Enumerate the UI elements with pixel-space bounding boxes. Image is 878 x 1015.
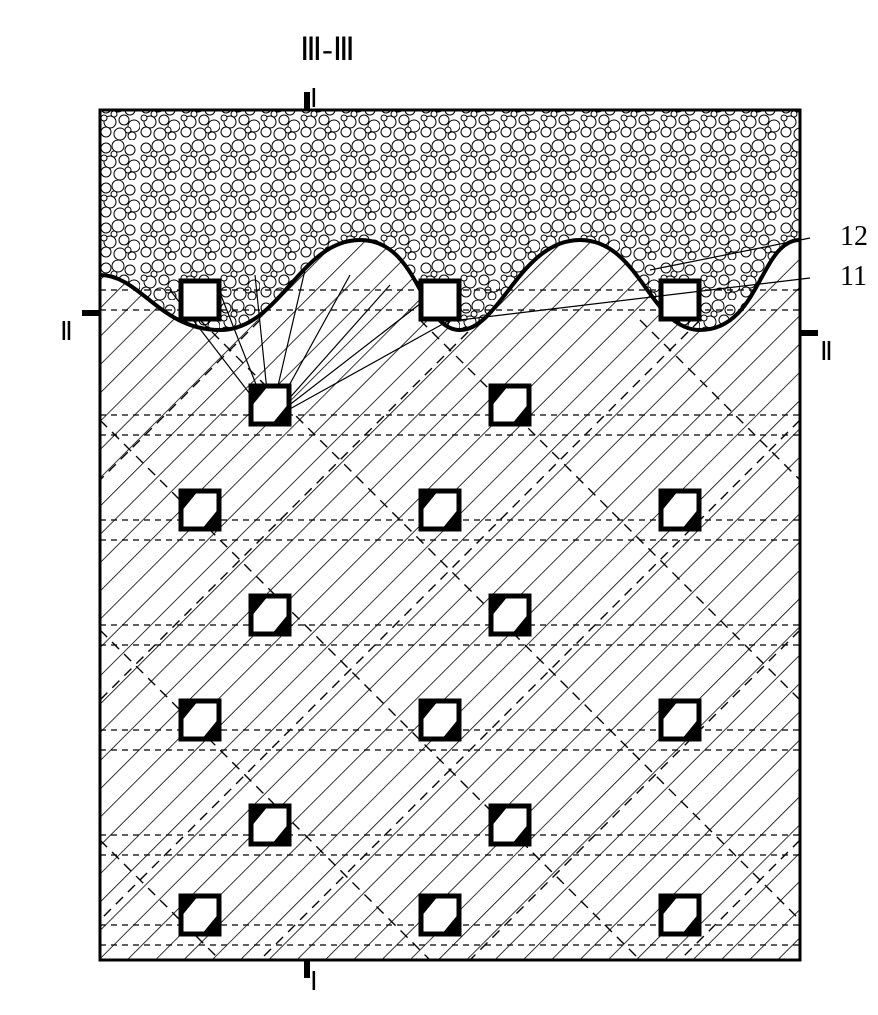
drift-square bbox=[181, 281, 219, 319]
callout-11-label: 11 bbox=[840, 261, 867, 292]
section-II-label-right: Ⅱ bbox=[820, 337, 833, 366]
section-II-tick-right bbox=[800, 330, 818, 336]
section-I-label-top: Ⅰ bbox=[310, 84, 318, 113]
title-label: Ⅲ-Ⅲ bbox=[300, 31, 355, 67]
callout-12-label: 12 bbox=[840, 221, 868, 252]
drift-square bbox=[421, 281, 459, 319]
drift-square bbox=[661, 281, 699, 319]
section-II-tick-left bbox=[82, 310, 100, 316]
section-I-label-bottom: Ⅰ bbox=[310, 967, 318, 995]
section-II-label-left: Ⅱ bbox=[60, 317, 73, 346]
hatched-ore-body bbox=[100, 240, 800, 960]
